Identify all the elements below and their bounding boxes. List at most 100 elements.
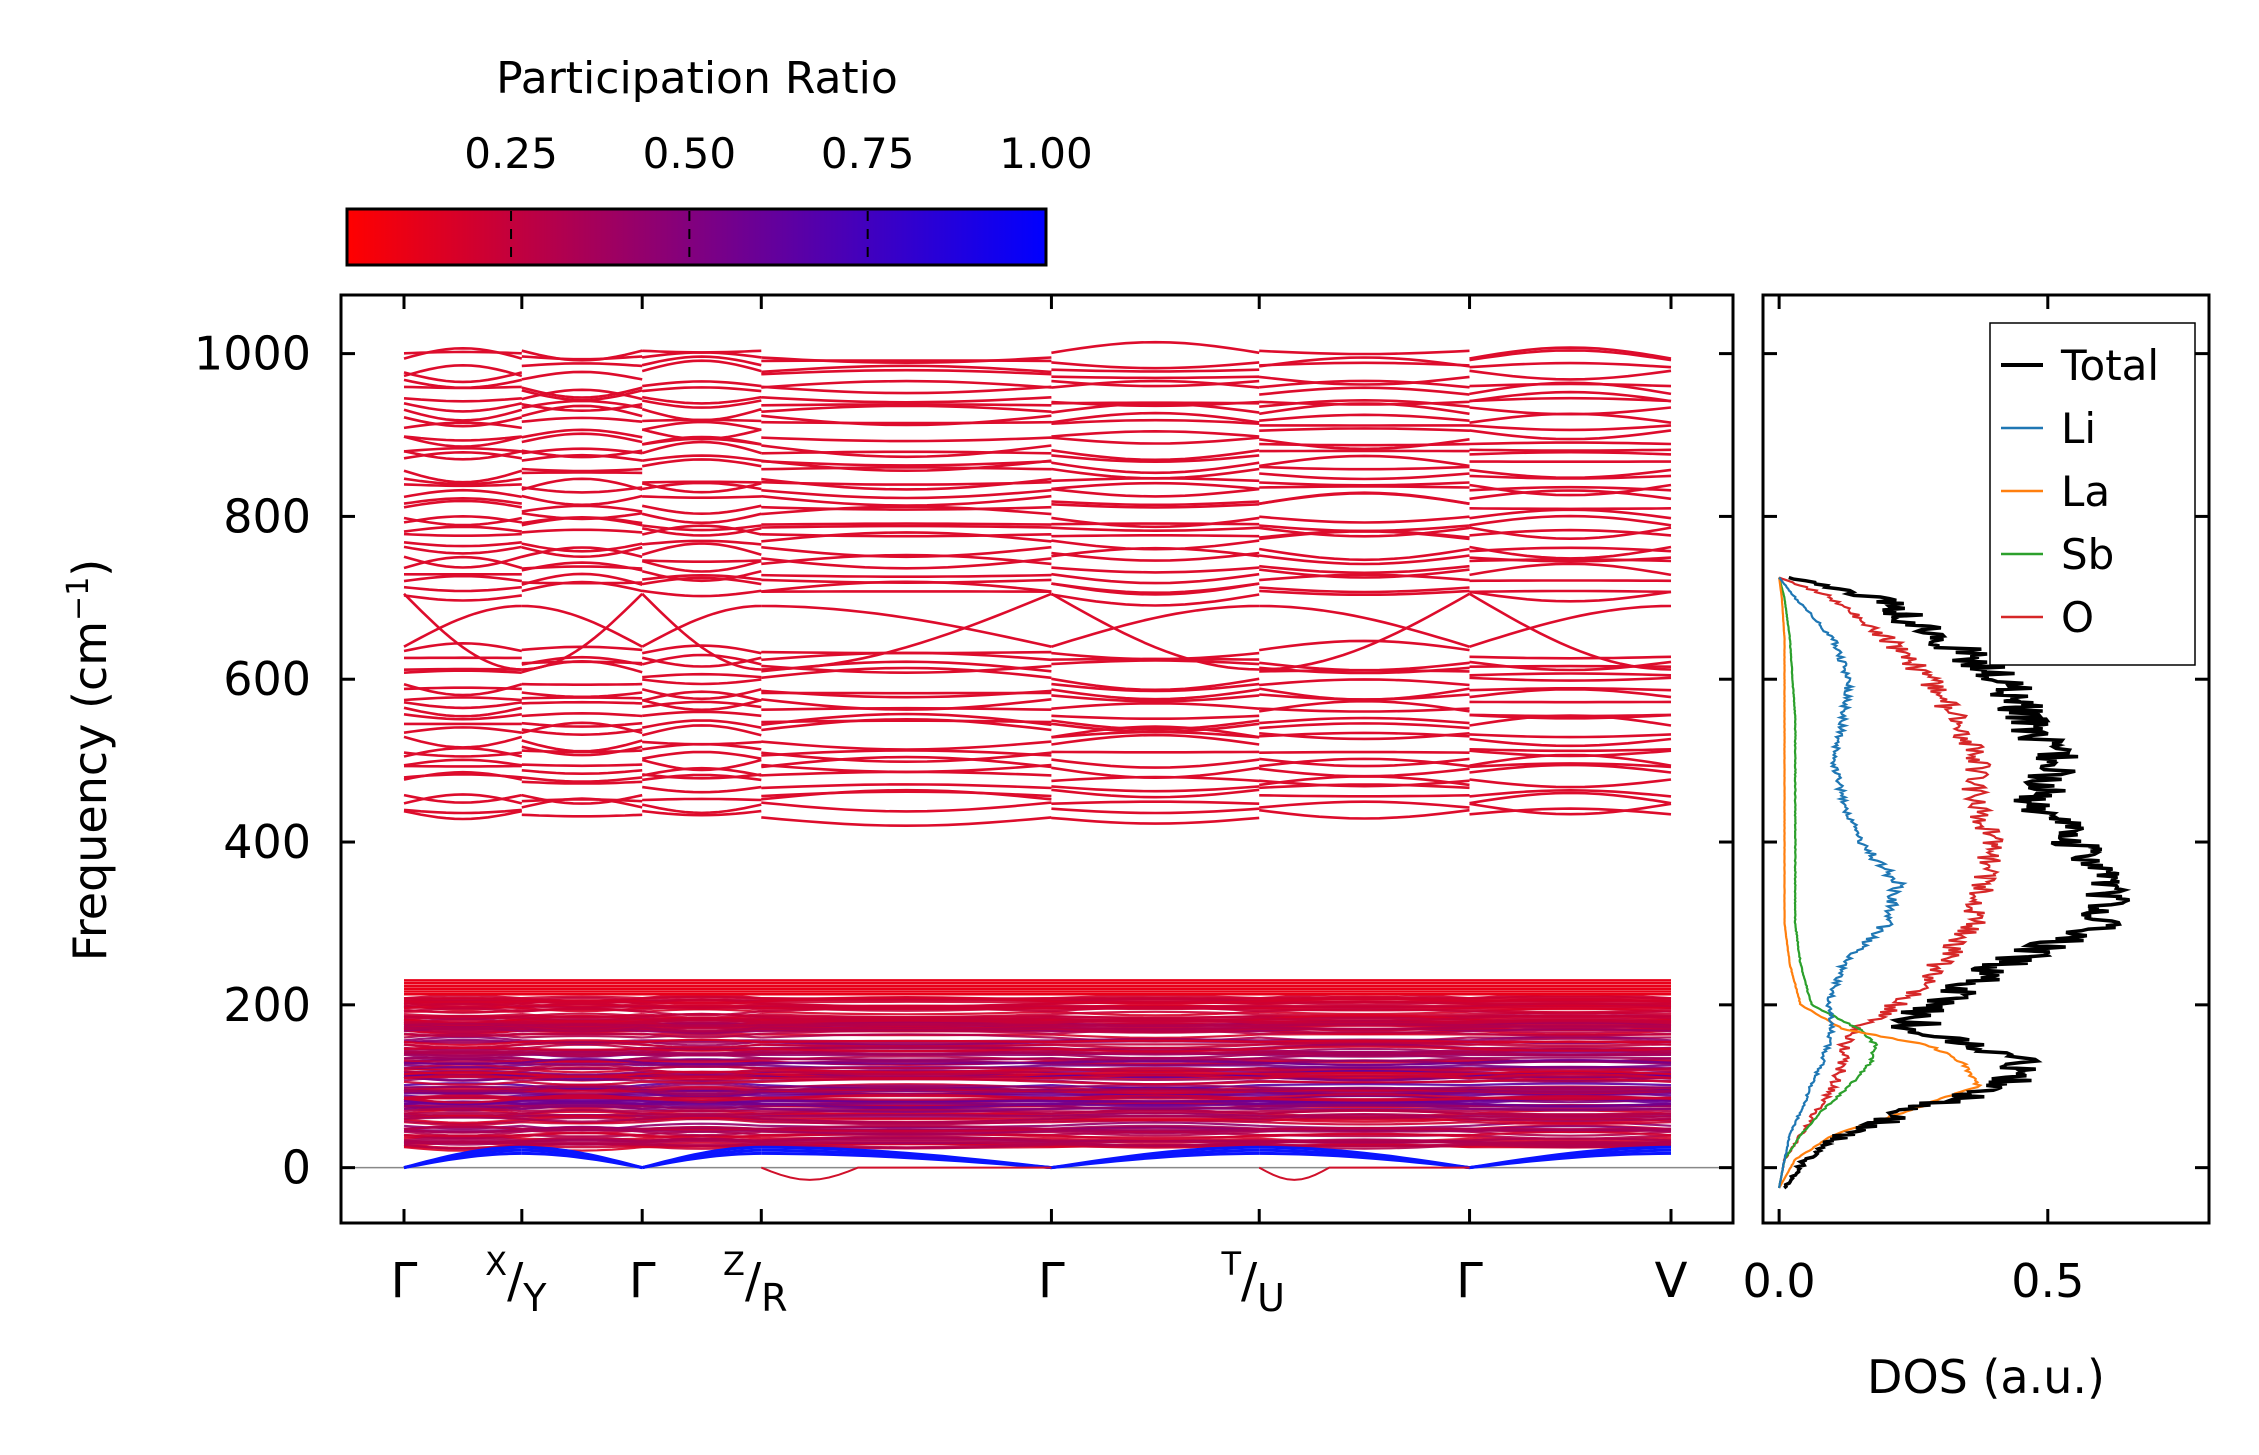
dos-x-label: DOS (a.u.) — [1867, 1350, 2105, 1404]
low-band — [403, 1057, 1672, 1067]
band-y-ticks: 0 200 400 600 800 1000 — [194, 327, 1733, 1195]
optical-band-eye — [403, 604, 522, 648]
legend-label-total: Total — [2060, 341, 2159, 390]
legend-frame — [1989, 322, 2196, 666]
colorbar-tick-label: 1.00 — [999, 129, 1093, 178]
ylabel-text: Frequency (cm — [63, 621, 117, 961]
optical-band — [403, 717, 1672, 741]
optical-band — [403, 690, 1672, 713]
optical-band-eye — [1259, 604, 1470, 648]
dos-curve-sb — [1778, 577, 1879, 1189]
low-band — [403, 1138, 1672, 1149]
legend-label-li: Li — [2061, 404, 2096, 453]
legend-label-sb: Sb — [2061, 530, 2114, 579]
optical-band-eye — [403, 592, 522, 671]
low-band — [403, 1077, 1672, 1087]
y-tick-label: 0 — [282, 1141, 311, 1195]
optical-band — [403, 783, 1672, 805]
optical-band-eye — [761, 604, 1052, 648]
kpoint-label: X/Y — [485, 1245, 547, 1320]
colorbar-tick-label: 0.50 — [643, 129, 737, 178]
optical-band — [403, 524, 1672, 539]
colorbar-tick-label: 0.75 — [821, 129, 915, 178]
acoustic-branch — [403, 1145, 522, 1170]
phonon-bands — [341, 340, 1733, 1181]
dos-x-tick-label: 0.0 — [1743, 1254, 1816, 1308]
band-y-label: Frequency (cm−1) — [61, 559, 117, 962]
imaginary-branch — [1258, 1166, 1470, 1181]
optical-band-eye — [1259, 592, 1471, 671]
dos-legend: Total Li La Sb O — [1989, 322, 2196, 666]
kpoint-sub: U — [1257, 1276, 1285, 1320]
dos-curve-o — [1778, 576, 2004, 1189]
y-tick-label: 400 — [223, 815, 311, 869]
colorbar: Participation Ratio 0.25 0.50 0.75 1.00 — [345, 53, 1093, 267]
kpoint-slash: / — [507, 1253, 524, 1309]
optical-band — [403, 396, 1672, 413]
acoustic-branch — [1259, 1145, 1470, 1170]
dos-panel: 0.0 0.5 DOS (a.u.) Total Li La Sb O — [1743, 293, 2211, 1404]
dos-ticks: 0.0 0.5 — [1743, 295, 2209, 1308]
optical-band — [403, 420, 1672, 445]
optical-band — [404, 757, 1672, 774]
optical-band-eye — [521, 604, 643, 648]
legend-label-la: La — [2061, 467, 2110, 516]
optical-band — [404, 712, 1672, 737]
optical-band-eye — [641, 592, 762, 671]
low-band — [403, 1128, 1672, 1136]
acoustic-branch — [1469, 1145, 1672, 1170]
acoustic-branch — [1051, 1145, 1260, 1170]
y-tick-label: 800 — [223, 489, 311, 543]
kpoint-label: Γ — [391, 1253, 418, 1309]
colorbar-ticks: 0.25 0.50 0.75 1.00 — [464, 129, 1093, 263]
low-band — [403, 1098, 1672, 1106]
low-band — [403, 1114, 1672, 1121]
kpoint-slash: / — [1241, 1253, 1258, 1309]
low-band — [403, 1093, 1672, 1101]
optical-band — [403, 355, 1672, 384]
dos-x-tick-label: 0.5 — [2011, 1254, 2084, 1308]
low-band — [403, 1093, 1672, 1104]
optical-band — [403, 573, 1672, 595]
optical-band — [403, 653, 1672, 675]
dos-curve-la — [1778, 577, 1983, 1189]
optical-band — [403, 458, 1672, 484]
low-band — [403, 1022, 1672, 1029]
optical-band — [403, 686, 1672, 702]
colorbar-label: Participation Ratio — [496, 53, 898, 104]
acoustic-branch — [761, 1145, 1052, 1170]
optical-band — [403, 340, 1672, 365]
optical-band — [403, 359, 1672, 386]
legend-items: Total Li La Sb O — [2001, 341, 2159, 642]
ylabel-superscript: −1 — [61, 577, 96, 621]
low-band — [403, 1038, 1671, 1047]
kpoint-slash: / — [745, 1253, 762, 1309]
optical-band — [403, 770, 1672, 793]
optical-band — [403, 788, 1672, 805]
y-tick-label: 1000 — [194, 327, 311, 381]
kpoint-label: Γ — [1038, 1253, 1065, 1309]
low-band — [403, 996, 1672, 1006]
optical-band — [403, 514, 1672, 533]
acoustic-branch — [641, 1145, 762, 1170]
optical-band-eye — [521, 592, 644, 671]
optical-band — [404, 561, 1672, 585]
optical-band-eye — [1469, 604, 1672, 648]
optical-band — [403, 450, 1671, 475]
optical-band — [403, 388, 1672, 408]
optical-band — [403, 440, 1672, 473]
optical-band — [403, 411, 1672, 441]
legend-label-o: O — [2061, 593, 2094, 642]
colorbar-tick-label: 0.25 — [464, 129, 558, 178]
optical-band — [403, 530, 1672, 560]
optical-band — [403, 572, 1672, 596]
y-tick-label: 200 — [223, 978, 311, 1032]
kpoint-label: T/U — [1220, 1245, 1285, 1320]
optical-band — [403, 489, 1672, 507]
optical-band — [403, 378, 1672, 399]
low-band — [403, 1140, 1672, 1150]
low-band — [403, 1005, 1672, 1014]
band-axes-frame — [339, 293, 1735, 1225]
ylabel-close: ) — [63, 559, 117, 577]
